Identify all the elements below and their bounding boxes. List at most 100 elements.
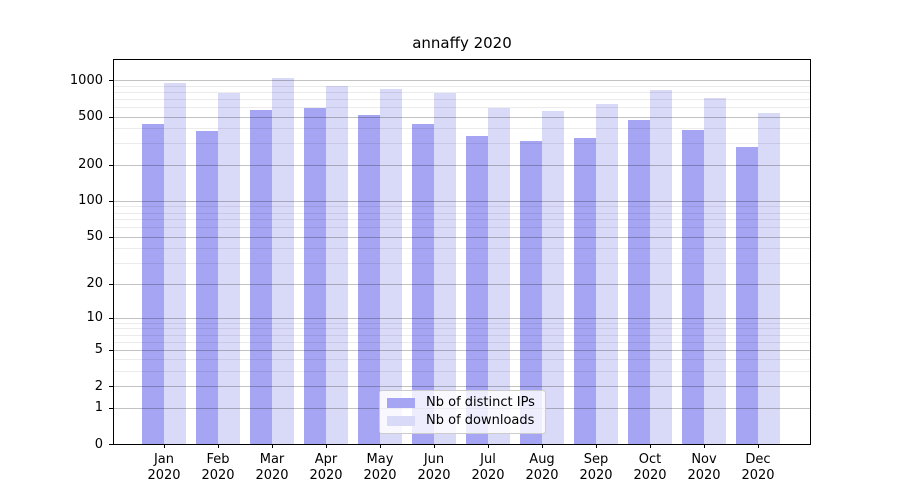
minor-gridline [114, 212, 810, 214]
distinct-ips-bar-feb [196, 131, 218, 444]
minor-gridline [114, 227, 810, 229]
downloads-bar-sep [596, 103, 618, 444]
minor-gridline [114, 206, 810, 208]
x-tick-mark [488, 444, 489, 448]
x-tick-label-jun: Jun 2020 [417, 452, 451, 483]
major-gridline [114, 317, 810, 319]
x-tick-label-jan: Jan 2020 [147, 452, 181, 483]
y-tick-mark [109, 283, 113, 285]
y-tick-label: 500 [78, 109, 103, 124]
legend: Nb of distinct IPs Nb of downloads [379, 390, 546, 434]
major-gridline [114, 200, 810, 202]
y-tick-mark [109, 164, 113, 166]
legend-label-distinct-ips: Nb of distinct IPs [426, 395, 535, 410]
y-tick-mark [109, 200, 113, 202]
downloads-bar-jun [434, 93, 456, 444]
y-tick-mark [109, 349, 113, 351]
x-tick-label-jul: Jul 2020 [471, 452, 505, 483]
x-tick-mark [380, 444, 381, 448]
minor-gridline [114, 248, 810, 250]
x-tick-label-dec: Dec 2020 [741, 452, 775, 483]
distinct-ips-bar-jan [142, 124, 164, 444]
minor-gridline [114, 328, 810, 330]
x-tick-mark [704, 444, 705, 448]
x-tick-label-apr: Apr 2020 [309, 452, 343, 483]
major-gridline [114, 116, 810, 118]
y-tick-mark [109, 386, 113, 388]
distinct-ips-bar-apr [304, 108, 326, 444]
x-tick-label-sep: Sep 2020 [579, 452, 613, 483]
y-tick-label: 5 [94, 342, 103, 358]
downloads-bar-apr [326, 86, 348, 444]
y-tick-label: 10 [86, 310, 103, 326]
major-gridline [114, 349, 810, 351]
downloads-bar-jan [164, 82, 186, 444]
distinct-ips-bar-oct [628, 120, 650, 444]
minor-gridline [114, 334, 810, 336]
legend-item-downloads: Nb of downloads [387, 414, 538, 428]
major-gridline [114, 236, 810, 238]
legend-label-downloads: Nb of downloads [426, 413, 535, 428]
x-tick-mark [218, 444, 219, 448]
y-tick-label: 100 [78, 193, 103, 209]
distinct-ips-bar-dec [736, 147, 758, 444]
major-gridline [114, 386, 810, 388]
y-tick-label: 2 [94, 378, 103, 394]
minor-gridline [114, 341, 810, 343]
downloads-bar-jul [488, 107, 510, 444]
x-tick-mark [434, 444, 435, 448]
legend-item-distinct-ips: Nb of distinct IPs [387, 396, 538, 410]
y-tick-label: 1000 [69, 72, 103, 88]
minor-gridline [114, 359, 810, 361]
distinct-ips-bar-may [358, 115, 380, 444]
chart-title: annaffy 2020 [412, 34, 512, 52]
distinct-ips-bar-mar [250, 110, 272, 444]
x-tick-label-may: May 2020 [363, 452, 397, 483]
y-tick-label: 200 [78, 157, 103, 173]
distinct-ips-bar-jul [466, 136, 488, 444]
minor-gridline [114, 106, 810, 108]
downloads-bar-may [380, 88, 402, 444]
y-tick-mark [109, 236, 113, 238]
x-tick-mark [758, 444, 759, 448]
y-tick-mark [109, 116, 113, 118]
plot-area [114, 60, 810, 444]
x-tick-mark [596, 444, 597, 448]
downloads-bar-mar [272, 77, 294, 444]
y-tick-mark [109, 407, 113, 409]
distinct-ips-bar-aug [520, 140, 542, 444]
minor-gridline [114, 371, 810, 372]
x-tick-mark [650, 444, 651, 448]
downloads-bar-dec [758, 112, 780, 444]
minor-gridline [114, 85, 810, 87]
x-tick-mark [542, 444, 543, 448]
y-tick-label: 0 [94, 436, 103, 452]
downloads-bar-oct [650, 89, 672, 444]
minor-gridline [114, 219, 810, 221]
distinct-ips-bar-nov [682, 130, 704, 444]
downloads-bar-feb [218, 92, 240, 444]
x-tick-label-nov: Nov 2020 [687, 452, 721, 483]
distinct-ips-bar-sep [574, 137, 596, 444]
x-tick-mark [272, 444, 273, 448]
x-tick-label-oct: Oct 2020 [633, 452, 667, 483]
minor-gridline [114, 263, 810, 265]
y-tick-label: 20 [86, 276, 103, 292]
y-tick-mark [109, 444, 113, 445]
y-tick-mark [109, 317, 113, 319]
downloads-bar-nov [704, 98, 726, 444]
downloads-bar-aug [542, 111, 564, 444]
downloads-swatch-icon [387, 416, 415, 426]
minor-gridline [114, 98, 810, 100]
y-tick-label: 50 [86, 229, 103, 245]
minor-gridline [114, 91, 810, 93]
x-tick-mark [164, 444, 165, 448]
major-gridline [114, 283, 810, 285]
distinct-ips-swatch-icon [387, 398, 415, 408]
minor-gridline [114, 322, 810, 324]
y-tick-mark [109, 80, 113, 81]
minor-gridline [114, 143, 810, 145]
x-tick-mark [326, 444, 327, 448]
x-tick-label-mar: Mar 2020 [255, 452, 289, 483]
